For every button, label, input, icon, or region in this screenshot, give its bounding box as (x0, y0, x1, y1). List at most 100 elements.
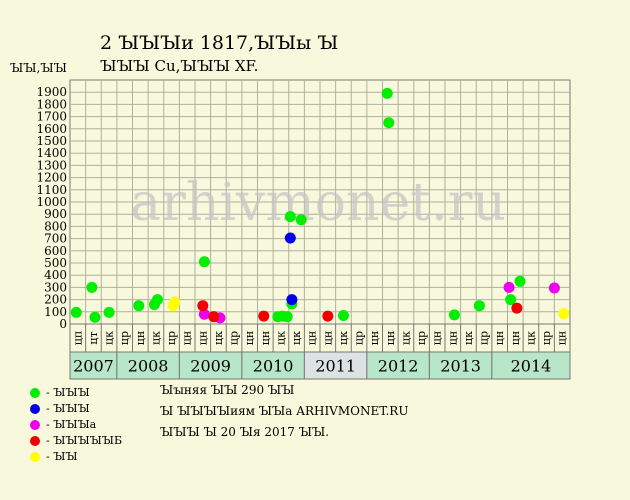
quarter-label: цр (540, 331, 553, 345)
data-point (284, 211, 296, 223)
data-point (198, 256, 210, 268)
quarter-label: цн (431, 331, 444, 345)
y-tick-label: 1800 (36, 97, 67, 111)
year-cell (69, 351, 118, 380)
y-tick-label: 900 (44, 207, 67, 221)
quarter-label: цн (493, 331, 506, 345)
note-source: Ꙑ ꙐꙐꙐꙐиям ꙐꙐа ARHIVMONET.RU (160, 404, 409, 418)
data-point (473, 300, 485, 312)
legend-dot-icon (30, 403, 40, 414)
y-tick-label: 600 (44, 244, 67, 258)
y-tick-label: 800 (44, 219, 67, 233)
data-point (295, 214, 307, 226)
x-axis: цп цт цк цр цн цк цр цн цн цк цр цн цн цк цк цн цн цк цр цн… (69, 323, 571, 380)
chart-subtitle: ꙐꙐꙐ Cu,ꙐꙐꙐ XF. (100, 57, 259, 75)
year-label: 2007 (73, 357, 114, 376)
quarter-label: цр (165, 331, 178, 345)
data-point (322, 310, 334, 322)
data-point (133, 300, 145, 312)
chart-title: 2 ꙐꙐꙐи 1817,ꙐꙐы Ꙑ (100, 32, 339, 54)
data-point (284, 232, 296, 244)
data-point (169, 296, 181, 308)
y-tick-label: 0 (59, 317, 67, 331)
quarter-label: цн (259, 331, 272, 345)
quarter-label: цк (524, 331, 537, 345)
data-point (152, 294, 163, 306)
quarter-label: цк (462, 331, 475, 345)
year-cell (178, 351, 243, 380)
data-point (70, 306, 82, 318)
quarter-label: цн (243, 331, 256, 345)
data-point (548, 282, 560, 294)
y-tick-label: 700 (44, 232, 67, 246)
quarter-label: цк (212, 331, 225, 345)
quarter-label: цк (399, 331, 412, 345)
legend-dot-icon (30, 451, 40, 462)
quarter-label: цк (149, 331, 162, 345)
quarter-label: цн (306, 331, 319, 345)
data-point (198, 308, 210, 320)
legend-label: - ꙐꙐꙐа (46, 418, 97, 431)
y-tick-label: 200 (44, 293, 67, 307)
year-cell (366, 351, 430, 380)
y-tick-label: 1000 (36, 195, 67, 209)
data-point (89, 311, 101, 323)
legend-label: - ꙐꙐ (46, 450, 78, 463)
data-point (197, 300, 209, 312)
data-point (558, 308, 570, 320)
data-point (514, 275, 526, 287)
data-point (258, 310, 270, 322)
year-cell (303, 351, 368, 380)
y-tick-label: 1600 (36, 122, 67, 136)
data-point (337, 309, 349, 321)
legend-item: - ꙐꙐꙐ (30, 386, 90, 399)
legend-item: - ꙐꙐꙐꙐꙐБ (30, 434, 122, 447)
quarter-label: цк (337, 331, 350, 345)
data-point (86, 281, 98, 293)
y-tick-label: 1100 (36, 183, 67, 197)
data-point (286, 294, 298, 306)
y-tick-label: 1400 (36, 146, 67, 160)
year-label: 2012 (378, 357, 419, 376)
y-tick-label: 1500 (36, 134, 67, 148)
year-label: 2009 (190, 357, 231, 376)
legend-item: - ꙐꙐꙐ (30, 402, 90, 415)
legend-label: - ꙐꙐꙐ (46, 386, 90, 399)
data-point (281, 311, 293, 323)
y-tick-label: 400 (44, 268, 67, 282)
y-tick-label: 1900 (36, 85, 67, 99)
data-point (208, 311, 220, 323)
year-label: 2010 (253, 357, 294, 376)
quarter-label: цн (368, 331, 381, 345)
data-points (70, 87, 570, 324)
year-label: 2013 (440, 357, 481, 376)
year-cell (116, 351, 180, 380)
data-point (103, 306, 115, 318)
legend-label: - ꙐꙐꙐ (46, 402, 90, 415)
quarter-label: цк (103, 331, 116, 345)
year-label: 2011 (315, 357, 356, 376)
quarter-label: цк (290, 331, 303, 345)
legend-item: - ꙐꙐꙐа (30, 418, 96, 431)
legend-dot-icon (30, 419, 40, 430)
watermark: arhivmonet.ru (130, 173, 506, 233)
year-label: 2008 (128, 357, 169, 376)
quarter-label: цр (118, 331, 131, 345)
quarter-label: цн (134, 331, 147, 345)
year-cell (491, 351, 571, 380)
y-tick-label: 100 (44, 305, 67, 319)
y-tick-label: 1200 (36, 171, 67, 185)
note-average: Ꙑꙑняя ꙐꙐ 290 ꙐꙐ (160, 383, 295, 397)
quarter-label: цн (509, 331, 522, 345)
note-date: ꙐꙐꙐ Ꙑ 20 Ꙑя 2017 ꙐꙐ. (160, 425, 330, 439)
legend-dot-icon (30, 387, 40, 398)
data-point (511, 302, 523, 314)
quarter-label: цн (321, 331, 334, 345)
quarter-label: цн (196, 331, 209, 345)
quarter-label: цп (71, 331, 84, 345)
data-point (505, 294, 517, 306)
quarter-label: цр (228, 331, 241, 345)
quarter-label: цк (274, 331, 287, 345)
data-point (383, 117, 395, 129)
